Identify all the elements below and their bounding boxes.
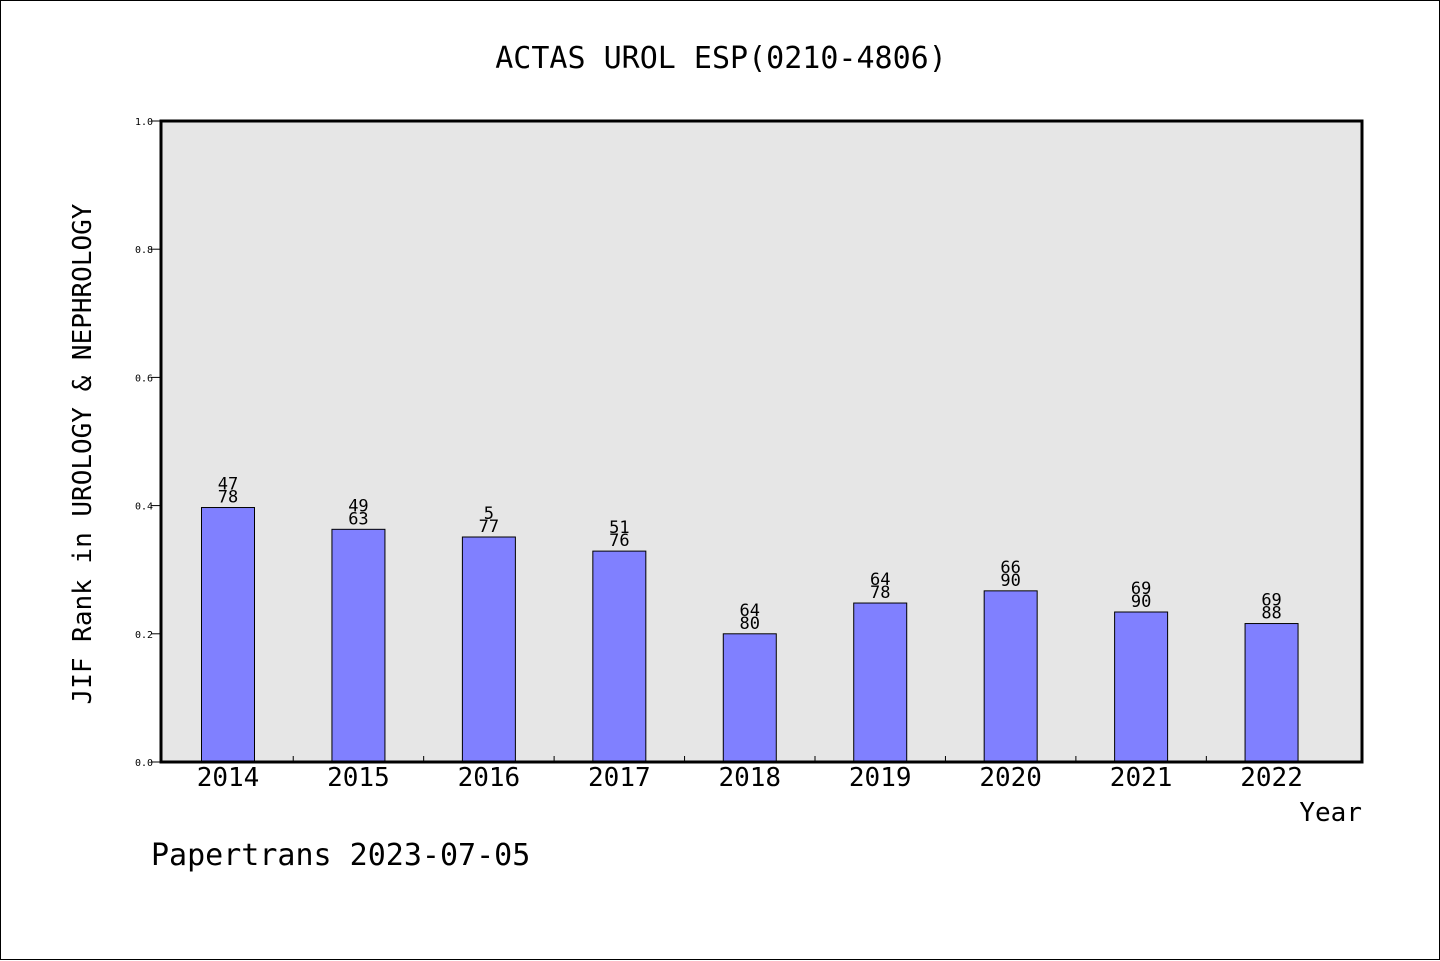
bar-2017 bbox=[592, 550, 647, 763]
bar-total-label-2021: 90 bbox=[1131, 592, 1151, 612]
y-tick-label: 0.2 bbox=[135, 630, 153, 641]
y-tick-label: 0.0 bbox=[135, 758, 153, 769]
bar-rank-label-2014: 47 bbox=[218, 475, 238, 495]
bar-rank-label-2018: 64 bbox=[740, 601, 760, 621]
x-tick-label-2022: 2022 bbox=[1240, 763, 1303, 793]
bar-total-label-2016: 77 bbox=[479, 517, 499, 537]
bar-total-label-2018: 80 bbox=[740, 614, 760, 634]
x-tick-label-2019: 2019 bbox=[849, 763, 912, 793]
y-axis-label: JIF Rank in UROLOGY & NEPHROLOGY bbox=[68, 203, 98, 704]
plot-border bbox=[159, 119, 1364, 764]
y-tick-label: 0.8 bbox=[135, 245, 153, 256]
x-axis-ticks: 2014 2015 2016 2017 2018 2019 2020 2021 2022 bbox=[197, 756, 1303, 793]
bar-rank-label-2019: 64 bbox=[870, 570, 890, 590]
bar-rank-label-2021: 69 bbox=[1131, 579, 1151, 599]
bar-rank-label-2022: 69 bbox=[1261, 591, 1281, 611]
footer-source: Papertrans 2023-07-05 bbox=[151, 838, 530, 873]
bars-group bbox=[201, 507, 1299, 763]
y-tick-label: 0.4 bbox=[135, 502, 153, 513]
chart-title: ACTAS UROL ESP(0210-4806) bbox=[495, 41, 947, 76]
bar-2015 bbox=[331, 528, 386, 763]
bar-rank-label-2015: 49 bbox=[348, 496, 368, 516]
bar-2020 bbox=[983, 590, 1038, 763]
x-tick-label-2014: 2014 bbox=[197, 763, 260, 793]
x-tick-label-2020: 2020 bbox=[979, 763, 1042, 793]
bar-2016 bbox=[461, 536, 516, 763]
bar-total-label-2015: 63 bbox=[348, 509, 368, 529]
y-tick-label: 0.6 bbox=[135, 373, 153, 384]
bar-total-label-2017: 76 bbox=[609, 531, 629, 551]
bar-2021 bbox=[1114, 611, 1169, 763]
bar-rank-label-2016: 5 bbox=[484, 504, 494, 524]
bar-2014 bbox=[201, 507, 255, 763]
y-tick-label: 1.0 bbox=[135, 117, 153, 128]
bar-total-label-2022: 88 bbox=[1261, 604, 1281, 624]
x-tick-label-2016: 2016 bbox=[458, 763, 521, 793]
bar-2022 bbox=[1244, 623, 1299, 763]
x-tick-label-2018: 2018 bbox=[718, 763, 781, 793]
x-tick-label-2017: 2017 bbox=[588, 763, 651, 793]
bar-2018 bbox=[722, 633, 777, 763]
x-tick-label-2015: 2015 bbox=[327, 763, 390, 793]
x-tick-label-2021: 2021 bbox=[1110, 763, 1173, 793]
y-axis-ticks: 0.0 0.2 0.4 0.6 0.8 1.0 bbox=[135, 117, 161, 769]
bar-total-label-2019: 78 bbox=[870, 583, 890, 603]
bar-total-label-2020: 90 bbox=[1000, 571, 1020, 591]
x-axis-label: Year bbox=[1299, 798, 1362, 828]
bar-total-label-2014: 78 bbox=[218, 488, 238, 508]
bar-2019 bbox=[853, 602, 908, 763]
bar-rank-label-2020: 66 bbox=[1000, 558, 1020, 578]
bar-rank-label-2017: 51 bbox=[609, 518, 629, 538]
